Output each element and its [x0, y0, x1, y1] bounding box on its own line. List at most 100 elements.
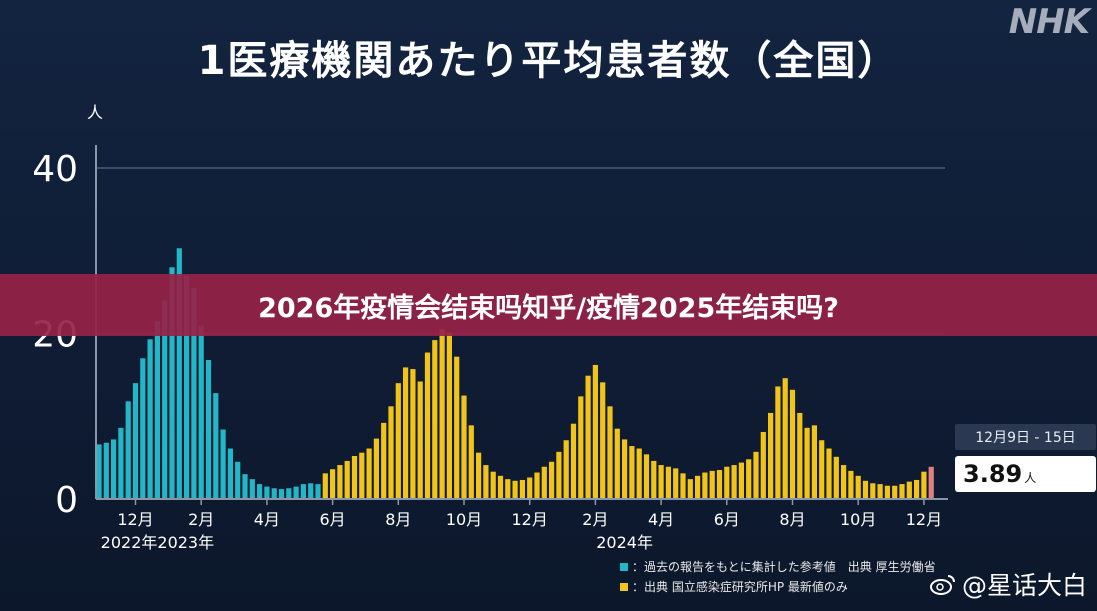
legend: ：過去の報告をもとに集計した参考値 出典 厚生労働省 ：出典 国立感染症研究所H… — [620, 557, 936, 597]
bar-historical-7 — [147, 339, 153, 499]
bar-current-80 — [680, 473, 686, 499]
bar-current-32 — [330, 469, 336, 499]
bar-current-67 — [585, 375, 591, 499]
bar-current-93 — [775, 386, 781, 499]
bar-historical-22 — [257, 484, 263, 499]
bar-historical-4 — [125, 401, 131, 499]
bar-current-77 — [658, 465, 664, 499]
bar-historical-27 — [293, 486, 299, 499]
headline-text: 2026年疫情会结束吗知乎/疫情2025年结束吗? — [258, 292, 839, 324]
headline-banner: 2026年疫情会结束吗知乎/疫情2025年结束吗? — [0, 274, 1097, 336]
bar-current-109 — [892, 485, 898, 499]
bar-historical-6 — [140, 358, 146, 499]
bar-historical-26 — [286, 488, 292, 499]
bar-current-94 — [782, 378, 788, 499]
bar-current-70 — [607, 406, 613, 499]
bar-current-60 — [534, 472, 540, 499]
bar-current-111 — [906, 481, 912, 499]
bar-current-55 — [497, 475, 504, 499]
bar-historical-2 — [111, 439, 117, 499]
bar-current-51 — [468, 425, 474, 499]
bar-current-73 — [629, 446, 635, 499]
bar-current-103 — [848, 470, 854, 499]
bar-current-97 — [804, 427, 810, 499]
x-tick-label: 2月 — [582, 510, 608, 529]
bar-current-56 — [505, 479, 511, 499]
bar-historical-23 — [264, 486, 270, 499]
bar-historical-8 — [154, 321, 160, 499]
bar-current-98 — [811, 425, 817, 499]
x-tick-label: 8月 — [385, 510, 411, 529]
bar-current-84 — [709, 470, 715, 499]
bar-historical-1 — [103, 442, 109, 499]
bar-historical-14 — [198, 325, 204, 499]
bar-current-104 — [855, 475, 861, 499]
bar-current-102 — [841, 465, 847, 499]
chart-title: 1医療機関あたり平均患者数（全国） — [197, 38, 900, 84]
bar-current-71 — [614, 428, 620, 499]
axes: 02040人12月2月4月6月8月10月12月2月4月6月8月10月12月202… — [32, 103, 948, 552]
bar-current-85 — [716, 470, 723, 499]
bar-current-107 — [877, 484, 883, 499]
bar-current-64 — [563, 440, 569, 499]
bar-historical-0 — [96, 444, 102, 499]
bars — [96, 248, 934, 499]
bar-current-65 — [570, 423, 577, 499]
bar-current-81 — [687, 479, 693, 499]
x-tick-label: 10月 — [446, 510, 482, 529]
bar-current-42 — [403, 367, 409, 499]
bar-current-48 — [446, 332, 452, 499]
bar-current-106 — [870, 483, 876, 499]
y-tick-label: 0 — [55, 480, 78, 521]
bar-current-74 — [636, 448, 642, 499]
bar-current-76 — [651, 460, 657, 499]
bar-current-45 — [424, 352, 431, 499]
callout-date: 12月9日 - 15日 — [955, 424, 1096, 450]
bar-current-40 — [388, 406, 394, 499]
weibo-watermark: @星话大白 — [929, 566, 1087, 602]
bar-current-113 — [921, 471, 927, 499]
bar-historical-18 — [227, 448, 233, 499]
bar-current-105 — [862, 480, 869, 499]
callout-value-box: 3.89 人 — [955, 456, 1096, 492]
x-tick-label: 12月 — [117, 510, 153, 529]
bar-current-87 — [731, 465, 737, 499]
bar-current-68 — [592, 364, 598, 499]
x-tick-label: 10月 — [840, 510, 876, 529]
x-tick-label: 4月 — [254, 510, 280, 529]
bar-current-34 — [344, 460, 350, 499]
nhk-logo: NHK — [1008, 2, 1090, 42]
bar-current-36 — [359, 452, 365, 499]
bar-historical-3 — [118, 427, 124, 499]
bar-current-50 — [461, 395, 467, 499]
legend-item-historical: ：過去の報告をもとに集計した参考値 出典 厚生労働省 — [620, 557, 936, 577]
callout-unit: 人 — [1024, 471, 1037, 485]
bar-historical-11 — [176, 248, 182, 499]
bar-current-90 — [753, 451, 759, 499]
x-tick-label: 12月 — [906, 510, 942, 529]
bar-current-52 — [476, 452, 482, 499]
bar-current-89 — [746, 459, 752, 499]
bar-current-54 — [490, 471, 496, 499]
bar-current-82 — [695, 475, 701, 499]
y-axis-label: 人 — [87, 103, 103, 122]
latest-value-callout: 12月9日 - 15日 3.89 人 — [955, 424, 1096, 492]
bar-current-79 — [673, 468, 679, 499]
legend-swatch-current — [620, 583, 628, 591]
bar-current-78 — [665, 466, 671, 499]
bar-current-101 — [833, 456, 839, 499]
bar-current-63 — [556, 451, 562, 499]
bar-current-108 — [884, 485, 890, 499]
watermark-text: @星话大白 — [961, 571, 1087, 600]
bar-current-41 — [395, 383, 401, 499]
weibo-icon — [929, 575, 955, 595]
bar-current-33 — [337, 465, 343, 499]
bar-current-88 — [738, 462, 744, 499]
bar-historical-16 — [213, 393, 219, 499]
x-year-label: 2024年 — [596, 533, 653, 552]
bar-historical-5 — [132, 383, 139, 499]
bar-current-38 — [373, 438, 379, 499]
callout-value: 3.89 — [963, 460, 1023, 488]
bar-current-49 — [454, 356, 460, 499]
